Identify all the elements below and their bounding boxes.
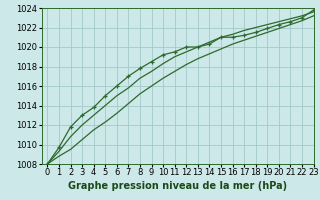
X-axis label: Graphe pression niveau de la mer (hPa): Graphe pression niveau de la mer (hPa) — [68, 181, 287, 191]
